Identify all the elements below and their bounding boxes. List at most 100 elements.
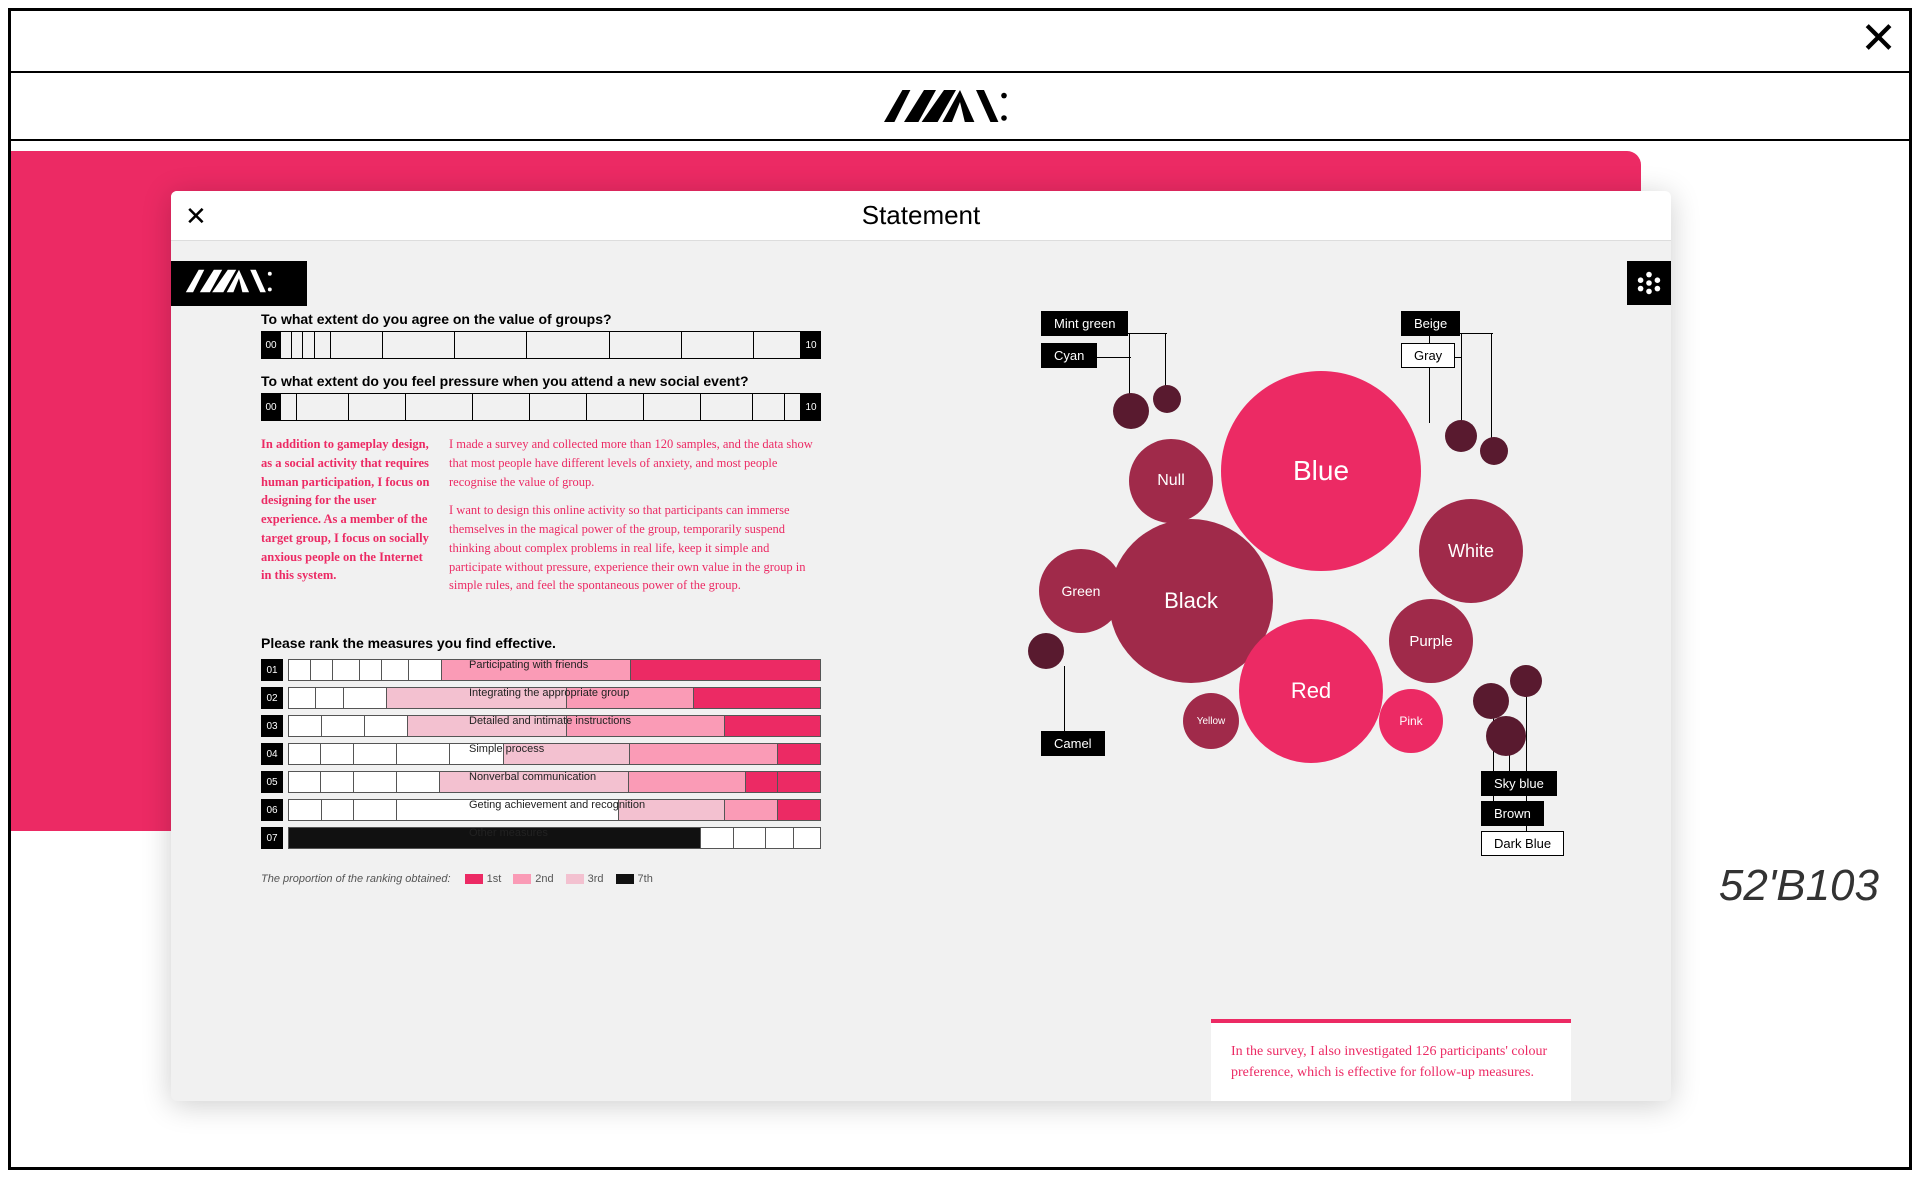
rank-segment <box>793 827 821 849</box>
legend-label: 7th <box>638 873 653 885</box>
rank-bar: Integrating the appropriate group <box>289 687 821 709</box>
rank-number: 04 <box>261 743 283 765</box>
bubble-Yellow: Yellow <box>1183 693 1239 749</box>
rank-number: 07 <box>261 827 283 849</box>
scale-box <box>382 331 455 359</box>
legend-caption: The proportion of the ranking obtained: <box>261 873 451 885</box>
connector-line <box>1165 333 1166 388</box>
scale-box <box>586 393 644 421</box>
connector-line <box>1461 333 1462 433</box>
rank-segment <box>618 799 725 821</box>
ranking-row: 02Integrating the appropriate group <box>261 687 821 709</box>
rank-bar: Simple process <box>289 743 821 765</box>
statement-modal: ✕ Statement <box>171 191 1671 1101</box>
rank-segment <box>353 799 397 821</box>
scale-box <box>752 393 785 421</box>
rank-segment <box>630 659 821 681</box>
rank-segment <box>353 743 397 765</box>
bubble-small <box>1473 683 1509 719</box>
rank-segment <box>288 659 311 681</box>
rank-segment <box>745 771 778 793</box>
legend-label: 3rd <box>588 873 604 885</box>
scale-box <box>529 393 587 421</box>
scale-box <box>348 393 406 421</box>
rank-segment <box>441 659 632 681</box>
rank-segment <box>777 743 821 765</box>
rank-bar: Participating with friends <box>289 659 821 681</box>
ranking-row: 07Other measures <box>261 827 821 849</box>
color-tag: Cyan <box>1041 343 1097 368</box>
scale-box <box>681 331 754 359</box>
scale-min: 00 <box>261 393 281 421</box>
scale-box <box>454 331 527 359</box>
scale-box <box>753 331 801 359</box>
bubble-small <box>1153 385 1181 413</box>
rank-bar: Detailed and intimate instructions <box>289 715 821 737</box>
rank-segment <box>386 687 567 709</box>
scale-box <box>330 331 383 359</box>
legend-swatch <box>513 874 531 884</box>
rank-number: 01 <box>261 659 283 681</box>
color-tag: Brown <box>1481 801 1544 826</box>
survey-note: In the survey, I also investigated 126 p… <box>1211 1019 1571 1101</box>
rank-segment <box>321 715 365 737</box>
color-tag: Beige <box>1401 311 1460 336</box>
bubble-Green: Green <box>1039 549 1123 633</box>
bubble-Null: Null <box>1129 439 1213 523</box>
rank-segment <box>288 827 701 849</box>
rank-segment <box>320 771 353 793</box>
scale-box <box>700 393 753 421</box>
rank-segment <box>320 743 353 765</box>
rank-number: 05 <box>261 771 283 793</box>
rank-segment <box>733 827 767 849</box>
rank-segment <box>777 799 821 821</box>
rank-segment <box>777 771 821 793</box>
rank-segment <box>288 743 321 765</box>
bubble-Blue: Blue <box>1221 371 1421 571</box>
logo-icon <box>880 86 1040 126</box>
right-column: BlueBlackRedWhiteNullGreenPurplePinkYell… <box>931 301 1631 1101</box>
rank-segment <box>353 771 397 793</box>
dots-icon[interactable] <box>1627 261 1671 305</box>
bubble-small <box>1486 716 1526 756</box>
ranking-row: 03 Detailed and intimate instructions <box>261 715 821 737</box>
scale-max: 10 <box>801 331 821 359</box>
connector-line <box>1491 333 1492 441</box>
color-tag: Gray <box>1401 343 1455 368</box>
legend-swatch <box>616 874 634 884</box>
ranking-row: 01 Participating with friends <box>261 659 821 681</box>
rank-segment <box>629 743 778 765</box>
question-1-label: To what extent do you agree on the value… <box>261 311 821 327</box>
scale-box <box>280 393 297 421</box>
small-logo-badge <box>171 261 307 306</box>
color-tag: Dark Blue <box>1481 831 1564 856</box>
bubble-small <box>1510 665 1542 697</box>
ranking-row: 05Nonverbal communication <box>261 771 821 793</box>
rank-segment <box>315 687 343 709</box>
ranking-row: 06Geting achievement and recognition <box>261 799 821 821</box>
rank-segment <box>396 771 440 793</box>
bubble-small <box>1445 420 1477 452</box>
rank-segment <box>396 799 619 821</box>
rank-segment <box>381 659 409 681</box>
legend-label: 2nd <box>535 873 553 885</box>
rank-segment <box>724 799 779 821</box>
bubble-chart: BlueBlackRedWhiteNullGreenPurplePinkYell… <box>931 301 1631 841</box>
bubble-Purple: Purple <box>1389 599 1473 683</box>
rank-number: 03 <box>261 715 283 737</box>
window-frame: ✕ 52'B103 ✕ Statement <box>8 8 1912 1170</box>
modal-title: Statement <box>171 200 1671 231</box>
scale-box <box>643 393 701 421</box>
scale-min: 00 <box>261 331 281 359</box>
modal-body: To what extent do you agree on the value… <box>171 241 1671 1101</box>
rank-segment <box>343 687 387 709</box>
rank-segment <box>288 799 322 821</box>
scale-row-1: 00 10 <box>261 331 821 359</box>
rank-segment <box>321 799 355 821</box>
close-button[interactable]: ✕ <box>1860 17 1897 61</box>
logo-bar <box>11 71 1909 141</box>
modal-close-button[interactable]: ✕ <box>185 201 207 232</box>
scale-box <box>314 331 331 359</box>
rank-segment <box>288 715 322 737</box>
body-bold-text: In addition to gameplay design, as a soc… <box>261 435 431 605</box>
